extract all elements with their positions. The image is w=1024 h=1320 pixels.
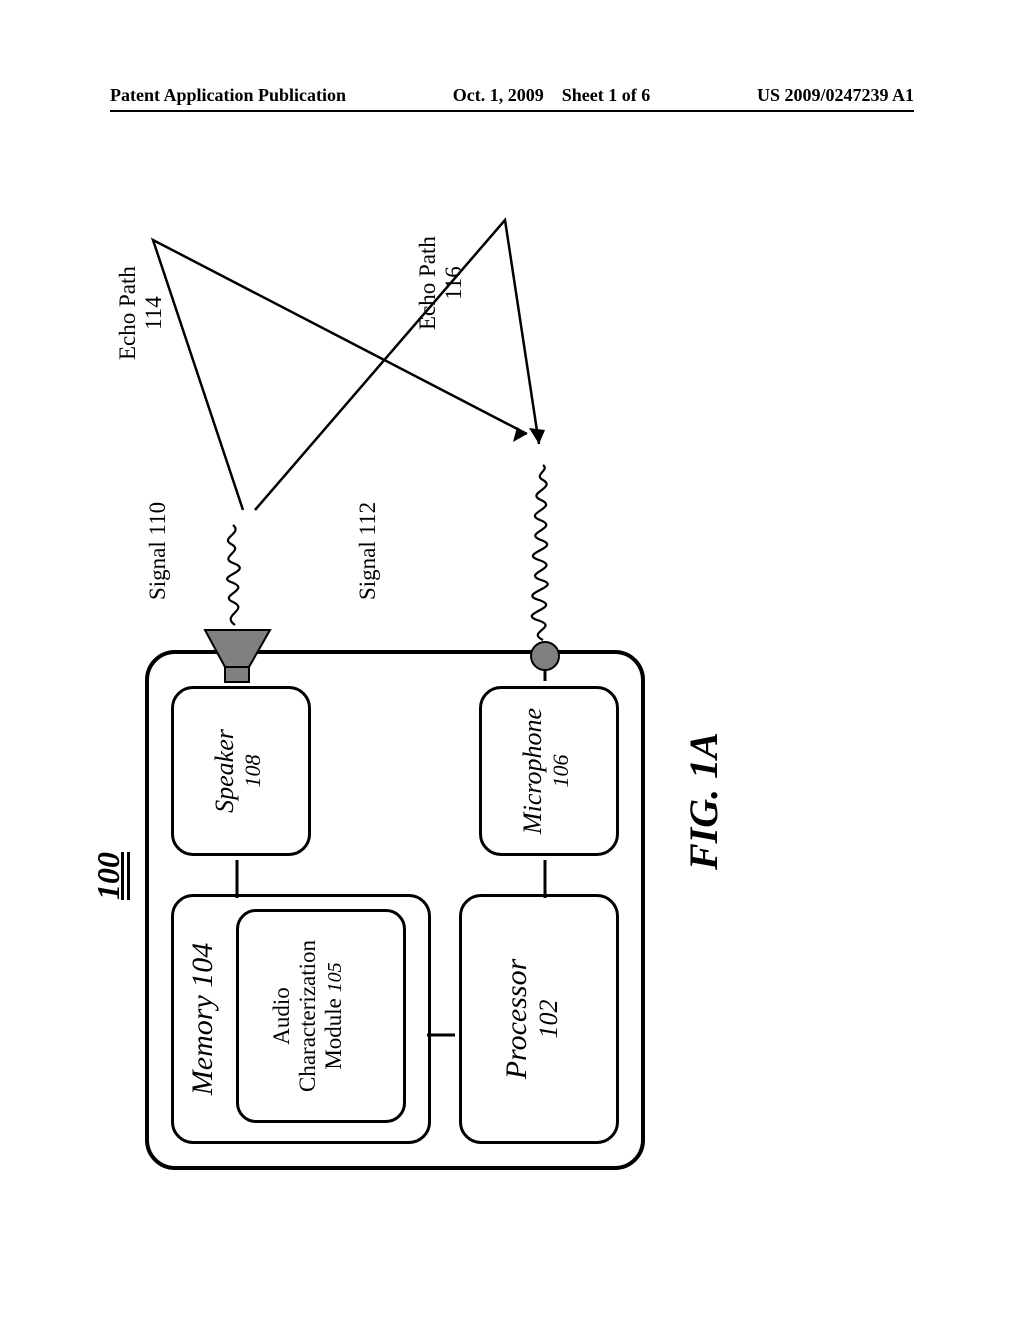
- echo-path-114-line: [153, 240, 527, 510]
- device-outline: Memory 104 Audio Characterization Module…: [145, 650, 645, 1170]
- speaker-title: Speaker: [210, 689, 240, 853]
- echo-path-116-line: [255, 220, 539, 510]
- echo-path-116-ref: 116: [441, 266, 466, 300]
- microphone-ref: 106: [548, 689, 574, 853]
- processor-ref: 102: [534, 897, 564, 1141]
- header-date: Oct. 1, 2009: [453, 85, 544, 105]
- speaker-block: Speaker 108: [171, 686, 311, 856]
- diagram-canvas: 100 Memory 104 Audio Characterization Mo…: [105, 180, 905, 1180]
- echo-path-116-arrowhead: [529, 428, 545, 444]
- memory-block: Memory 104 Audio Characterization Module…: [171, 894, 431, 1144]
- speaker-ref: 108: [240, 689, 266, 853]
- audiomod-line1: Audio Characterization: [269, 912, 321, 1120]
- audio-module-block: Audio Characterization Module 105: [236, 909, 406, 1123]
- memory-ref: 104: [186, 943, 219, 988]
- page-header: Patent Application Publication Oct. 1, 2…: [0, 85, 1024, 112]
- signal-112-label: Signal 112: [355, 502, 381, 600]
- figure-reference-number: 100: [90, 852, 130, 900]
- echo-path-114-arrowhead: [513, 427, 527, 442]
- echo-path-114-ref: 114: [141, 296, 166, 330]
- header-date-sheet: Oct. 1, 2009 Sheet 1 of 6: [453, 85, 650, 106]
- memory-title-text: Memory: [186, 995, 219, 1095]
- processor-block: Processor 102: [459, 894, 619, 1144]
- header-row: Patent Application Publication Oct. 1, 2…: [110, 85, 914, 112]
- header-sheet: Sheet 1 of 6: [562, 85, 651, 105]
- echo-path-114-label: Echo Path 114: [115, 266, 167, 360]
- signal-110-label: Signal 110: [145, 502, 171, 600]
- microphone-block: Microphone 106: [479, 686, 619, 856]
- figure-caption: FIG. 1A: [680, 732, 727, 870]
- signal-112-wave: [532, 465, 548, 640]
- audiomod-ref: 105: [324, 962, 346, 992]
- echo-path-116-label: Echo Path 116: [415, 236, 467, 330]
- processor-title: Processor: [500, 897, 534, 1141]
- microphone-title: Microphone: [518, 689, 548, 853]
- header-publication: Patent Application Publication: [110, 85, 346, 106]
- header-pubnum: US 2009/0247239 A1: [757, 85, 914, 106]
- audiomod-line2: Module 105: [321, 912, 347, 1120]
- memory-title: Memory 104: [186, 897, 220, 1141]
- signal-110-wave: [227, 525, 240, 625]
